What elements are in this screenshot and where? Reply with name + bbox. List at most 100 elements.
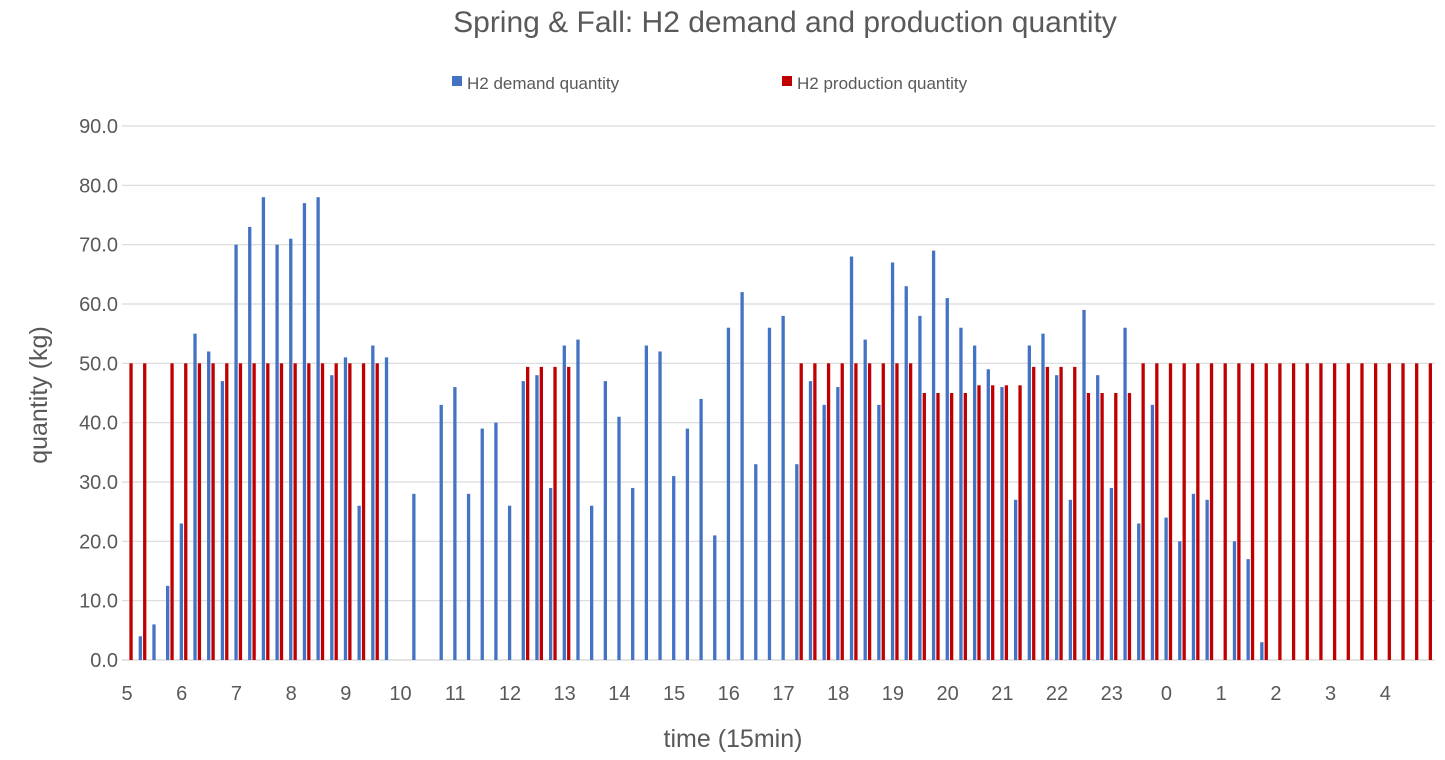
bar-demand xyxy=(767,327,772,660)
y-tick-label: 40.0 xyxy=(79,413,118,435)
bar-demand xyxy=(1055,375,1059,660)
bar-demand xyxy=(1082,309,1086,660)
bar-demand xyxy=(220,381,225,660)
bar-demand xyxy=(439,404,443,660)
bar-demand xyxy=(1150,404,1155,660)
bar-demand xyxy=(330,375,334,660)
x-axis-title: time (15min) xyxy=(664,725,803,753)
bar-demand xyxy=(808,381,813,660)
bar-demand xyxy=(1178,541,1182,660)
bar-demand xyxy=(535,375,539,660)
bar-production xyxy=(1141,363,1145,660)
bar-demand xyxy=(603,381,607,660)
x-tick-label: 4 xyxy=(1380,683,1391,705)
bar-production xyxy=(908,363,913,660)
bar-demand xyxy=(193,333,197,660)
bar-demand xyxy=(275,244,279,661)
bar-demand xyxy=(931,250,936,660)
bar-production xyxy=(1401,363,1405,660)
bar-production xyxy=(238,363,243,660)
bar-demand xyxy=(658,351,662,660)
x-tick-label: 8 xyxy=(286,683,297,705)
bar-production xyxy=(881,363,885,660)
bar-demand xyxy=(822,404,826,660)
bar-production xyxy=(1182,363,1186,660)
gridlines xyxy=(122,125,1435,661)
bar-production xyxy=(184,363,188,660)
bar-demand xyxy=(1027,345,1031,660)
bar-production xyxy=(854,363,858,660)
bar-demand xyxy=(1137,523,1141,660)
bar-production xyxy=(225,363,229,660)
bar-production xyxy=(1291,363,1296,660)
bar-production xyxy=(1237,363,1241,660)
x-tick-label: 16 xyxy=(718,683,740,705)
bar-production xyxy=(553,366,557,660)
bar-demand xyxy=(1041,333,1045,660)
bar-production xyxy=(129,363,133,660)
bar-production xyxy=(1374,363,1378,660)
bar-demand xyxy=(548,487,553,660)
bar-demand xyxy=(261,197,266,660)
bar-production xyxy=(1387,363,1391,660)
bar-production xyxy=(375,363,379,660)
bar-demand xyxy=(672,476,676,660)
bar-demand xyxy=(562,345,566,660)
x-tick-label: 20 xyxy=(937,683,959,705)
bar-production xyxy=(936,393,940,660)
y-tick-label: 0.0 xyxy=(90,650,118,672)
bar-demand xyxy=(1109,487,1114,660)
x-tick-label: 7 xyxy=(231,683,242,705)
bar-demand xyxy=(480,428,484,660)
y-axis-title: quantity (kg) xyxy=(25,326,53,464)
bar-production xyxy=(1114,393,1118,660)
y-tick-label: 20.0 xyxy=(79,531,118,553)
bar-demand xyxy=(972,345,977,660)
bar-demand xyxy=(836,387,840,660)
x-tick-label: 2 xyxy=(1270,683,1281,705)
x-tick-label: 5 xyxy=(121,683,132,705)
bar-demand xyxy=(959,327,963,660)
bar-production xyxy=(1004,385,1009,660)
x-tick-label: 18 xyxy=(827,683,849,705)
bar-demand xyxy=(453,387,457,660)
bar-production xyxy=(252,363,256,660)
bar-production xyxy=(1319,363,1323,660)
bar-production xyxy=(1127,393,1132,660)
x-tick-label: 0 xyxy=(1161,683,1172,705)
bar-production xyxy=(348,363,352,660)
bar-production xyxy=(334,363,338,660)
bar-demand xyxy=(863,339,867,660)
x-tick-label: 19 xyxy=(882,683,904,705)
bar-demand xyxy=(316,197,320,660)
bar-demand xyxy=(384,357,389,660)
x-tick-label: 21 xyxy=(991,683,1013,705)
bar-demand xyxy=(466,493,471,660)
bar-demand xyxy=(152,624,156,660)
legend-swatch-production xyxy=(782,76,792,86)
bar-demand xyxy=(1246,559,1250,660)
bar-demand xyxy=(1260,642,1264,660)
x-tick-label: 23 xyxy=(1101,683,1123,705)
bar-production xyxy=(1196,363,1200,660)
chart-title: Spring & Fall: H2 demand and production … xyxy=(453,6,1117,39)
bar-demand xyxy=(1014,499,1018,660)
bar-production xyxy=(1073,366,1077,660)
bar-production xyxy=(826,363,831,660)
bar-demand xyxy=(849,256,854,660)
bar-production xyxy=(1209,363,1214,660)
bar-demand xyxy=(904,286,908,660)
bar-demand xyxy=(617,416,621,660)
bar-demand xyxy=(357,505,361,660)
bar-demand xyxy=(166,585,170,660)
bar-production xyxy=(1332,363,1337,660)
bar-demand xyxy=(1164,517,1168,660)
legend-label-demand: H2 demand quantity xyxy=(467,74,620,93)
bar-production xyxy=(991,385,995,660)
bar-production xyxy=(539,366,543,660)
bar-production xyxy=(950,393,954,660)
bar-production xyxy=(567,366,571,660)
y-tick-label: 60.0 xyxy=(79,294,118,316)
